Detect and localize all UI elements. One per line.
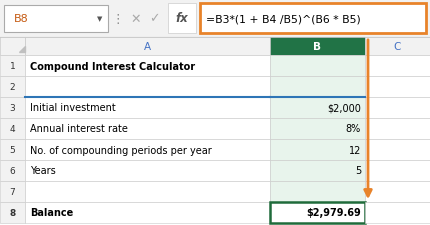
Bar <box>270 56 365 77</box>
Text: ✕: ✕ <box>131 12 141 25</box>
Bar <box>365 202 430 223</box>
Bar <box>270 77 365 98</box>
Text: 12: 12 <box>349 145 361 155</box>
Text: 1: 1 <box>9 62 15 71</box>
Bar <box>0 160 25 181</box>
Bar <box>270 202 365 223</box>
Bar <box>25 77 270 98</box>
Bar <box>25 202 270 223</box>
Bar <box>25 139 270 160</box>
Bar <box>4 6 108 33</box>
Text: =B3*(1 + B4 /B5)^(B6 * B5): =B3*(1 + B4 /B5)^(B6 * B5) <box>206 14 361 24</box>
Polygon shape <box>19 47 25 53</box>
Bar <box>365 77 430 98</box>
Text: ▼: ▼ <box>97 16 103 23</box>
Bar <box>365 98 430 119</box>
Bar <box>0 139 25 160</box>
Text: ⋮: ⋮ <box>112 12 124 25</box>
Bar <box>200 4 426 34</box>
Bar <box>270 139 365 160</box>
Bar <box>365 181 430 202</box>
Bar <box>25 119 270 139</box>
Text: 3: 3 <box>9 104 15 112</box>
Bar <box>25 56 270 77</box>
Text: Years: Years <box>30 166 56 176</box>
Text: 7: 7 <box>9 187 15 196</box>
Text: $2,000: $2,000 <box>327 103 361 113</box>
Text: B: B <box>313 42 322 52</box>
Text: 5: 5 <box>9 145 15 154</box>
Bar <box>25 98 270 119</box>
Bar <box>270 160 365 181</box>
Bar <box>365 160 430 181</box>
Bar <box>365 139 430 160</box>
Text: No. of compounding periods per year: No. of compounding periods per year <box>30 145 212 155</box>
Bar <box>270 181 365 202</box>
Text: C: C <box>394 42 401 52</box>
Bar <box>0 119 25 139</box>
Bar <box>0 0 430 38</box>
Bar <box>270 38 365 56</box>
Text: 8%: 8% <box>346 124 361 134</box>
Bar <box>365 38 430 56</box>
Text: Balance: Balance <box>30 208 73 218</box>
Text: 2: 2 <box>10 83 15 92</box>
Text: fx: fx <box>175 12 188 25</box>
Bar <box>25 160 270 181</box>
Text: $2,979.69: $2,979.69 <box>306 208 361 218</box>
Bar <box>365 119 430 139</box>
Bar <box>0 202 25 223</box>
Text: A: A <box>144 42 151 52</box>
Bar <box>0 98 25 119</box>
Text: ✓: ✓ <box>149 12 159 25</box>
Text: 4: 4 <box>10 124 15 133</box>
Text: Initial investment: Initial investment <box>30 103 116 113</box>
Bar <box>0 38 25 56</box>
Text: 6: 6 <box>9 166 15 175</box>
Text: 8: 8 <box>9 208 15 217</box>
Text: 5: 5 <box>355 166 361 176</box>
Bar <box>168 4 196 34</box>
Bar <box>270 98 365 119</box>
Bar <box>365 56 430 77</box>
Text: Annual interest rate: Annual interest rate <box>30 124 128 134</box>
Text: Compound Interest Calculator: Compound Interest Calculator <box>30 61 195 71</box>
Text: B8: B8 <box>14 14 29 24</box>
Bar <box>0 56 25 77</box>
Bar <box>0 77 25 98</box>
Bar <box>0 181 25 202</box>
Bar <box>25 38 270 56</box>
Bar <box>25 181 270 202</box>
Bar <box>270 119 365 139</box>
